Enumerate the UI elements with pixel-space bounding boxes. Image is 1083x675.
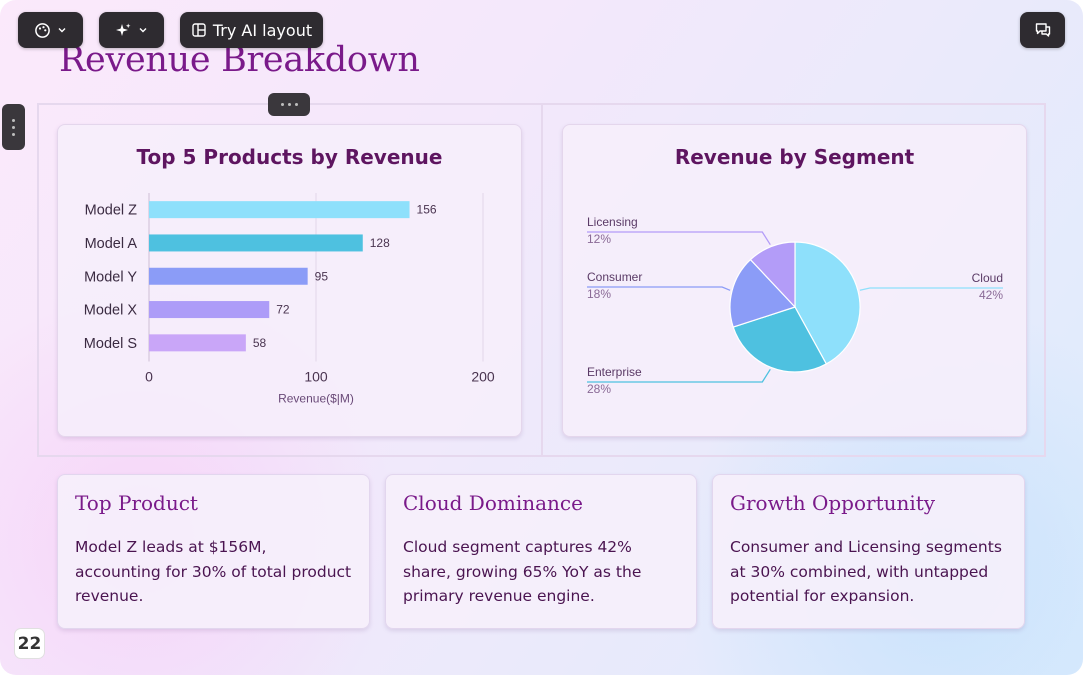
insight-card-top-product: Top Product Model Z leads at $156M, acco… xyxy=(57,474,370,629)
comments-button[interactable] xyxy=(1020,12,1065,48)
bar xyxy=(149,234,363,252)
bar-value-label: 156 xyxy=(417,203,437,217)
bar xyxy=(149,201,410,219)
pie-slice xyxy=(732,306,828,373)
side-drag-handle[interactable] xyxy=(2,104,25,150)
y-tick-label: Model S xyxy=(84,336,137,352)
insight-title: Top Product xyxy=(75,491,198,515)
x-axis-label: Revenue($|M) xyxy=(278,392,354,406)
palette-icon xyxy=(34,22,51,39)
insight-card-growth-opportunity: Growth Opportunity Consumer and Licensin… xyxy=(712,474,1025,629)
bar xyxy=(149,301,270,319)
chevron-down-icon xyxy=(57,25,67,35)
y-tick-label: Model Y xyxy=(84,269,137,285)
sparkle-icon xyxy=(115,22,132,39)
bar-chart-title: Top 5 Products by Revenue xyxy=(136,145,443,169)
insight-body: Cloud segment captures 42% share, growin… xyxy=(403,538,642,605)
y-tick-label: Model Z xyxy=(85,203,138,219)
pie-slice-label: Licensing xyxy=(587,215,638,229)
pie-leader-line xyxy=(859,287,1003,291)
pie-chart-card: Revenue by Segment Cloud 42% Enterprise 28%… xyxy=(562,124,1027,437)
pie-slice-value: 42% xyxy=(979,288,1003,302)
bar xyxy=(149,267,308,285)
pie-leader-line xyxy=(587,368,771,383)
pie-slice-label: Enterprise xyxy=(587,365,642,379)
ai-menu-button[interactable] xyxy=(99,12,164,48)
pie-chart: Cloud 42% Enterprise 28% Consumer 18% Licensin… xyxy=(587,215,1003,396)
pie-slice xyxy=(794,241,861,365)
block-options-handle[interactable] xyxy=(268,93,310,116)
x-tick-label: 100 xyxy=(304,369,328,385)
pie-slice-label: Consumer xyxy=(587,270,642,284)
pie-slice xyxy=(749,241,796,309)
y-tick-label: Model X xyxy=(84,303,138,319)
bar-value-label: 95 xyxy=(315,269,329,283)
insight-title: Cloud Dominance xyxy=(403,491,583,515)
pie-slice xyxy=(729,258,797,328)
bar-value-label: 72 xyxy=(276,303,290,317)
bar-value-label: 128 xyxy=(370,236,390,250)
page-number-badge[interactable]: 22 xyxy=(14,628,45,659)
bar-chart-card: Top 5 Products by Revenue 0 100 200 Model Z… xyxy=(57,124,522,437)
comments-icon xyxy=(1034,21,1052,39)
insight-title: Growth Opportunity xyxy=(730,491,936,515)
layout-icon xyxy=(191,22,207,38)
insight-body: Consumer and Licensing segments at 30% c… xyxy=(730,538,1002,605)
bar xyxy=(149,334,246,352)
theme-menu-button[interactable] xyxy=(18,12,83,48)
pie-leader-line xyxy=(587,231,771,246)
try-ai-layout-label: Try AI layout xyxy=(212,20,313,40)
pie-leader-line xyxy=(587,286,731,291)
chart-block-divider xyxy=(541,105,543,455)
pie-slice-label: Cloud xyxy=(972,271,1003,285)
pie-slice-value: 28% xyxy=(587,382,611,396)
x-tick-label: 200 xyxy=(471,369,495,385)
pie-chart-title: Revenue by Segment xyxy=(674,145,915,169)
insight-card-cloud-dominance: Cloud Dominance Cloud segment captures 4… xyxy=(385,474,697,629)
insight-body: Model Z leads at $156M, accounting for 3… xyxy=(75,538,352,605)
bar-chart: 0 100 200 Model Z 156 Model A 128 Model Y 95 Mode… xyxy=(84,193,495,406)
chart-block-frame xyxy=(37,103,1046,457)
chevron-down-icon xyxy=(138,25,148,35)
try-ai-layout-button[interactable]: Try AI layout xyxy=(180,12,323,48)
y-tick-label: Model A xyxy=(85,236,138,252)
pie-slice-value: 18% xyxy=(587,287,611,301)
pie-slice-value: 12% xyxy=(587,232,611,246)
x-tick-label: 0 xyxy=(145,369,153,385)
bar-value-label: 58 xyxy=(253,336,267,350)
